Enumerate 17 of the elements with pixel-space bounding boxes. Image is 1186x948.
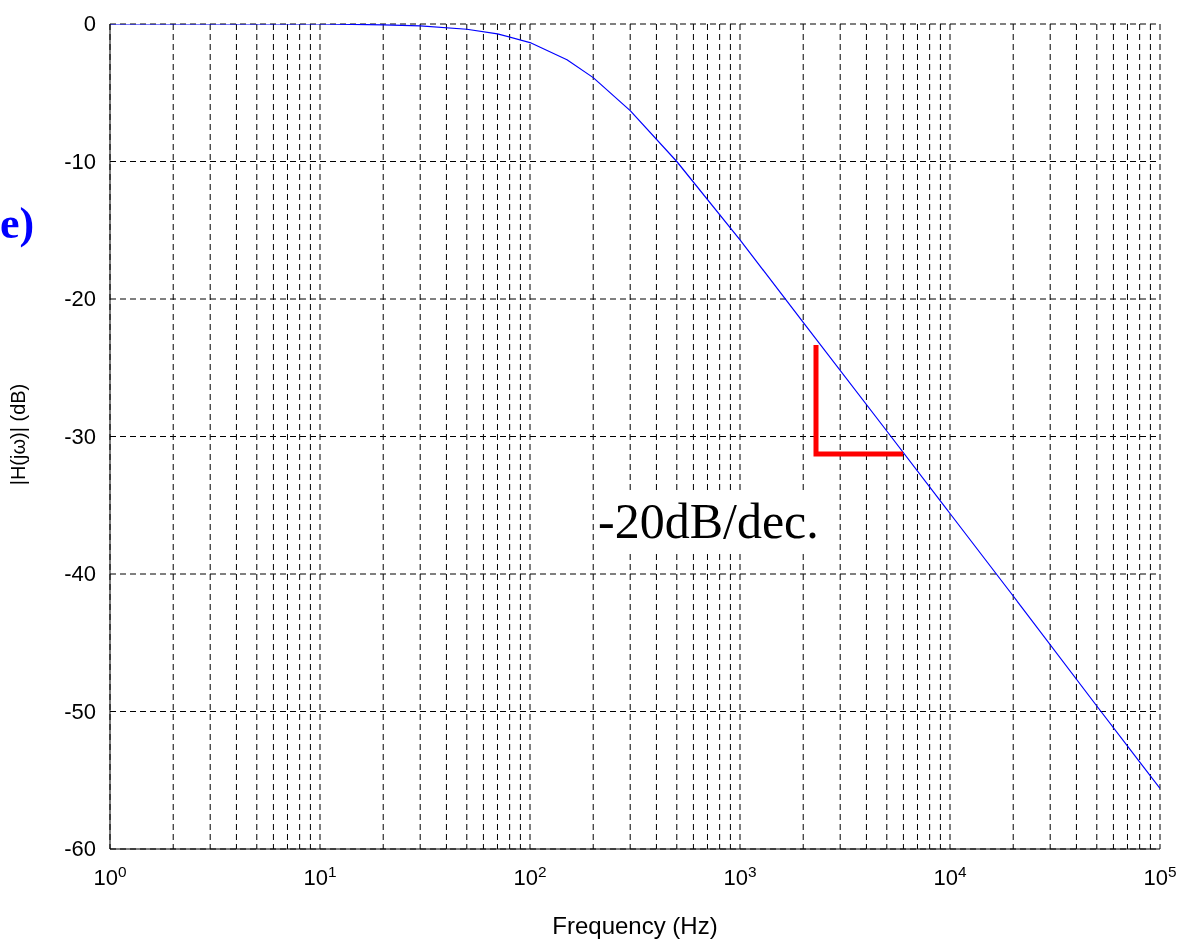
y-tick-label: -30 — [64, 423, 96, 449]
x-tick-label: 10$^{1}$ — [303, 862, 337, 890]
x-tick-label: 10$^{3}$ — [723, 862, 757, 890]
x-tick-label: 10$^{4}$ — [933, 862, 967, 890]
text: e) — [0, 198, 35, 249]
y-tick-label: -50 — [64, 698, 96, 724]
y-tick-label: -60 — [64, 836, 96, 861]
x-axis-title: Frequency (Hz) — [551, 912, 719, 940]
x-tick-label: 10$^{2}$ — [513, 862, 547, 890]
y-tick-label: 0 — [83, 11, 96, 36]
y-tick-label: -10 — [64, 148, 96, 174]
y-tick-label: -40 — [64, 561, 96, 586]
x-tick-label: 10$^{0}$ — [93, 862, 127, 890]
y-tick-label: -20 — [64, 286, 96, 311]
annotation: -20dB/dec. — [598, 492, 819, 550]
y-axis-title: |H(jω)| (dB) — [6, 383, 29, 485]
x-tick-label: 10$^{5}$ — [1143, 862, 1177, 890]
